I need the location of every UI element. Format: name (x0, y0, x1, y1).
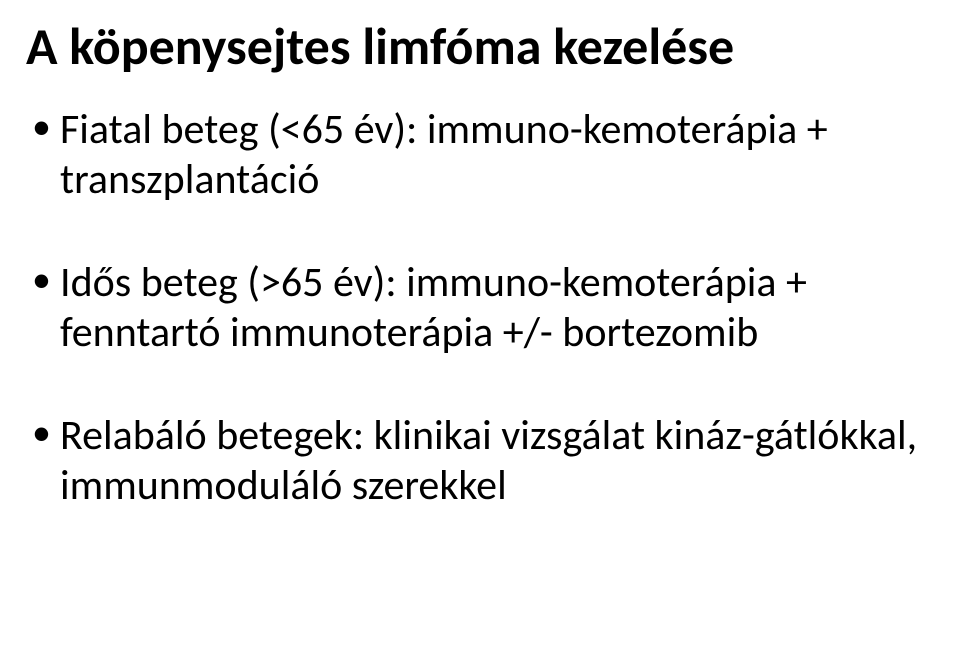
slide-title: A köpenysejtes limfóma kezelése (26, 18, 934, 75)
bullet-text: Idős beteg (>65 év): immuno-kemoterápia … (60, 257, 807, 358)
slide: A köpenysejtes limfóma kezelése Fiatal b… (0, 0, 960, 648)
list-item: Fiatal beteg (<65 év): immuno-kemoterápi… (26, 105, 934, 204)
bullet-list: Fiatal beteg (<65 év): immuno-kemoterápi… (26, 105, 934, 510)
list-item: Relabáló betegek: klinikai vizsgálat kin… (26, 411, 934, 510)
list-item: Idős beteg (>65 év): immuno-kemoterápia … (26, 258, 934, 357)
bullet-text: Fiatal beteg (<65 év): immuno-kemoterápi… (60, 104, 828, 205)
bullet-text: Relabáló betegek: klinikai vizsgálat kin… (60, 410, 917, 511)
